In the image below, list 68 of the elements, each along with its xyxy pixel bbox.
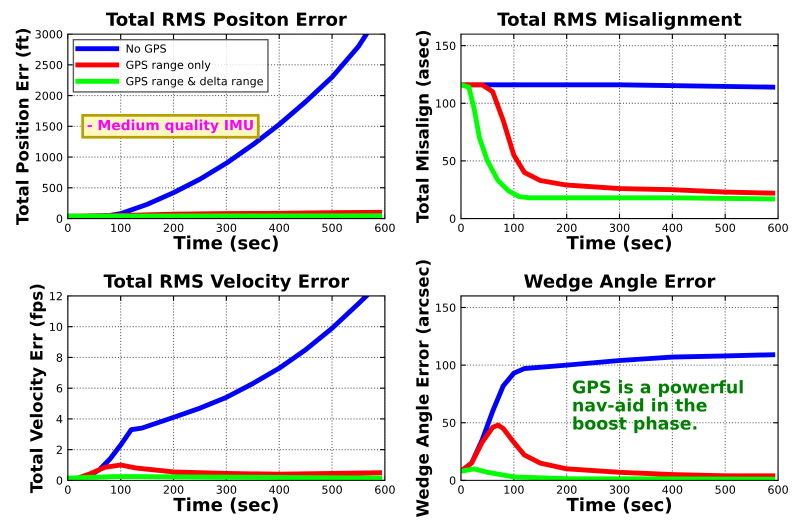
x-tick-label: 500 — [715, 224, 736, 232]
y-tick-label: 12 — [50, 292, 62, 300]
y-axis-title: Wedge Angle Error (arcsec) — [416, 260, 432, 517]
x-tick-label: 0 — [65, 485, 71, 494]
y-tick-label: 0 — [56, 476, 62, 485]
y-tick-label: 2 — [56, 446, 62, 454]
x-tick-label: 600 — [375, 224, 395, 232]
x-tick-label: 200 — [164, 485, 184, 494]
x-axis-title: Time (sec) — [173, 236, 278, 252]
y-tick-label: 0 — [450, 214, 456, 223]
x-tick-label: 0 — [458, 485, 464, 494]
x-tick-label: 600 — [768, 224, 788, 232]
chart-title: Total RMS Velocity Error — [104, 274, 350, 292]
x-axis-title: Time (sec) — [566, 236, 671, 252]
x-tick-label: 400 — [269, 224, 290, 232]
y-tick-label: 1500 — [36, 122, 62, 131]
x-tick-label: 0 — [65, 224, 71, 232]
legend-label: No GPS — [126, 44, 166, 53]
x-tick-label: 0 — [458, 224, 464, 232]
x-axis-title: Time (sec) — [173, 497, 278, 514]
x-tick-label: 100 — [111, 485, 131, 494]
chart-title: Wedge Angle Error — [524, 274, 716, 292]
x-tick-label: 400 — [662, 224, 682, 232]
x-tick-label: 600 — [768, 485, 788, 494]
y-tick-label: 2000 — [36, 92, 62, 100]
y-axis-title: Total Velocity Err (fps) — [30, 284, 46, 494]
x-tick-label: 200 — [556, 485, 577, 494]
x-tick-label: 400 — [269, 485, 290, 494]
x-tick-label: 200 — [164, 224, 184, 232]
x-axis-title: Time (sec) — [566, 497, 671, 514]
y-tick-label: 2500 — [36, 60, 62, 70]
y-tick-label: 0 — [450, 476, 456, 485]
y-tick-label: 10 — [50, 322, 62, 332]
legend-label: GPS range & delta range — [126, 76, 263, 88]
line-series — [460, 466, 776, 480]
y-tick-label: 150 — [436, 42, 456, 50]
chart-title: Total RMS Positon Error — [106, 12, 347, 26]
y-tick-label: 4 — [56, 415, 62, 424]
y-axis-title: Total Misalign (asec) — [416, 31, 432, 223]
x-tick-label: 100 — [504, 224, 524, 232]
x-tick-label: 300 — [216, 485, 236, 494]
y-tick-label: 8 — [56, 353, 62, 362]
y-tick-label: 6 — [56, 384, 62, 393]
legend-label: GPS range only — [126, 60, 211, 72]
x-tick-label: 500 — [322, 224, 342, 232]
chart-title: Total RMS Misalignment — [497, 12, 742, 30]
y-tick-label: 3000 — [36, 30, 62, 39]
x-tick-label: 300 — [610, 485, 630, 494]
y-tick-label: 150 — [436, 303, 456, 312]
y-tick-label: 1000 — [36, 153, 62, 162]
x-tick-label: 600 — [375, 485, 395, 494]
x-tick-label: 100 — [111, 224, 131, 232]
annotation: - Medium quality IMU — [88, 120, 253, 134]
y-tick-label: 100 — [436, 99, 456, 108]
x-tick-label: 400 — [662, 485, 682, 494]
x-tick-label: 100 — [504, 485, 524, 494]
annotation: GPS is a powerful nav-aid in the boost phase. — [572, 380, 743, 434]
x-tick-label: 300 — [216, 224, 236, 232]
y-tick-label: 500 — [42, 184, 62, 192]
x-tick-label: 200 — [556, 224, 577, 232]
x-tick-label: 300 — [610, 224, 630, 232]
y-tick-label: 100 — [436, 361, 456, 370]
y-axis-title: Total Position Err (ft) — [16, 29, 31, 225]
y-tick-label: 0 — [56, 214, 62, 223]
x-tick-label: 500 — [715, 485, 736, 494]
y-tick-label: 50 — [442, 418, 456, 428]
y-tick-label: 50 — [442, 156, 456, 166]
x-tick-label: 500 — [322, 485, 342, 494]
